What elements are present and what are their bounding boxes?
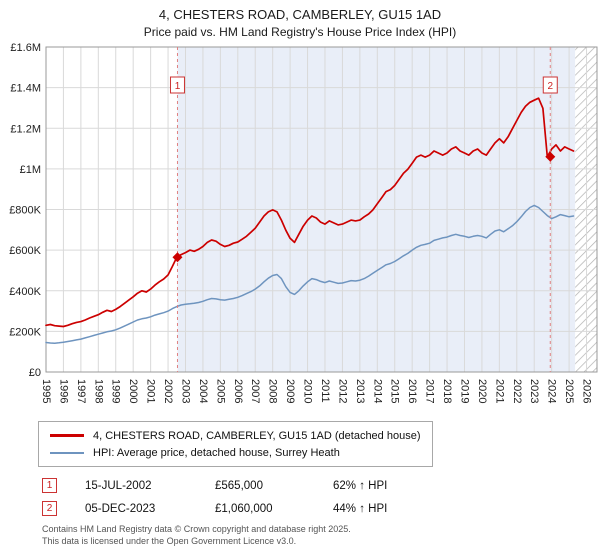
- svg-text:2025: 2025: [563, 379, 575, 403]
- chart-legend: 4, CHESTERS ROAD, CAMBERLEY, GU15 1AD (d…: [38, 421, 433, 467]
- footer-line-1: Contains HM Land Registry data © Crown c…: [42, 524, 351, 534]
- svg-text:2: 2: [547, 81, 553, 92]
- svg-text:2018: 2018: [441, 379, 453, 403]
- footer-line-2: This data is licensed under the Open Gov…: [42, 535, 297, 546]
- property-line-swatch: [50, 434, 84, 437]
- svg-text:2008: 2008: [267, 379, 279, 403]
- legend-row-property: 4, CHESTERS ROAD, CAMBERLEY, GU15 1AD (d…: [50, 427, 421, 444]
- svg-text:£200K: £200K: [9, 326, 41, 338]
- svg-text:2023: 2023: [528, 379, 540, 403]
- svg-text:2021: 2021: [493, 379, 505, 403]
- svg-text:2009: 2009: [284, 379, 296, 403]
- svg-text:£1.4M: £1.4M: [10, 83, 41, 95]
- svg-text:2015: 2015: [389, 379, 401, 403]
- sale-2-price: £1,060,000: [215, 502, 273, 515]
- svg-text:£0: £0: [29, 367, 41, 379]
- svg-text:2017: 2017: [424, 379, 436, 403]
- svg-text:2007: 2007: [249, 379, 261, 403]
- sale-1-date: 15-JUL-2002: [85, 479, 152, 492]
- sale-2-marker: 2: [42, 501, 57, 516]
- svg-text:2024: 2024: [546, 379, 558, 403]
- legend-label-hpi: HPI: Average price, detached house, Surr…: [93, 446, 340, 459]
- svg-text:2005: 2005: [214, 379, 226, 403]
- hpi-line-swatch: [50, 451, 84, 454]
- svg-text:1995: 1995: [40, 379, 52, 403]
- svg-text:£800K: £800K: [9, 205, 41, 217]
- sale-2-hpi-change: 44% ↑ HPI: [333, 502, 388, 515]
- svg-text:£600K: £600K: [9, 245, 41, 257]
- sale-1-hpi-change: 62% ↑ HPI: [333, 479, 388, 492]
- svg-text:2003: 2003: [179, 379, 191, 403]
- sale-annotations: 1 15-JUL-2002 £565,000 62% ↑ HPI 2 05-DE…: [42, 478, 600, 516]
- svg-text:2026: 2026: [581, 379, 593, 403]
- price-history-chart: 1 2 £0 £200K £400K £600K £800K £1M £1.2M £1.4M £1.…: [9, 42, 598, 403]
- svg-text:2016: 2016: [406, 379, 418, 403]
- svg-text:2022: 2022: [511, 379, 523, 403]
- svg-text:£400K: £400K: [9, 286, 41, 298]
- svg-text:1998: 1998: [92, 379, 104, 403]
- svg-text:2004: 2004: [197, 379, 209, 403]
- svg-text:1996: 1996: [57, 379, 69, 403]
- page-title: 4, CHESTERS ROAD, CAMBERLEY, GU15 1AD: [158, 7, 442, 22]
- svg-text:2012: 2012: [336, 379, 348, 403]
- svg-text:2011: 2011: [319, 379, 331, 403]
- svg-text:2020: 2020: [476, 379, 488, 403]
- svg-text:2001: 2001: [145, 379, 157, 403]
- svg-text:£1M: £1M: [20, 164, 41, 176]
- sale-annotation-row-2: 2 05-DEC-2023 £1,060,000 44% ↑ HPI: [42, 501, 600, 516]
- chart-header: 4, CHESTERS ROAD, CAMBERLEY, GU15 1AD Pr…: [0, 0, 600, 39]
- sale-1-price: £565,000: [215, 479, 263, 492]
- sale-2-date: 05-DEC-2023: [85, 502, 156, 515]
- svg-text:2006: 2006: [232, 379, 244, 403]
- legend-label-property: 4, CHESTERS ROAD, CAMBERLEY, GU15 1AD (d…: [93, 429, 421, 442]
- svg-text:1997: 1997: [75, 379, 87, 403]
- svg-text:1: 1: [175, 81, 181, 92]
- svg-text:2002: 2002: [162, 379, 174, 403]
- page-subtitle: Price paid vs. HM Land Registry's House …: [143, 25, 457, 39]
- svg-text:1999: 1999: [110, 379, 122, 403]
- svg-text:2019: 2019: [458, 379, 470, 403]
- svg-text:2010: 2010: [302, 379, 314, 403]
- svg-text:£1.2M: £1.2M: [10, 123, 41, 135]
- license-footer: Contains HM Land Registry data © Crown c…: [42, 524, 600, 547]
- svg-text:2014: 2014: [371, 379, 383, 403]
- sale-annotation-row-1: 1 15-JUL-2002 £565,000 62% ↑ HPI: [42, 478, 600, 493]
- legend-row-hpi: HPI: Average price, detached house, Surr…: [50, 444, 421, 461]
- svg-text:2000: 2000: [127, 379, 139, 403]
- svg-text:2013: 2013: [354, 379, 366, 403]
- svg-text:£1.6M: £1.6M: [10, 42, 41, 54]
- sale-1-marker: 1: [42, 478, 57, 493]
